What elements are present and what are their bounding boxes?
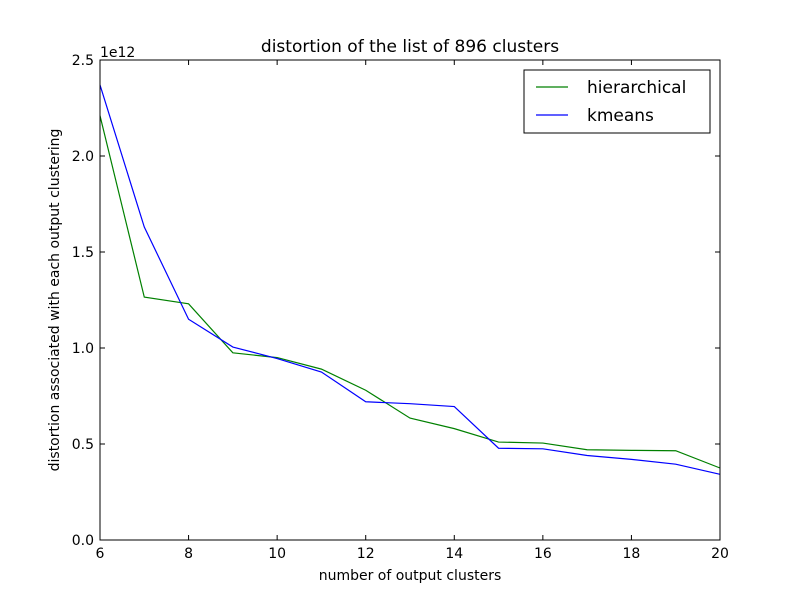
series-line-hierarchical bbox=[99, 115, 721, 469]
y-axis-label: distortion associated with each output c… bbox=[47, 129, 63, 472]
legend: hierarchical kmeans bbox=[523, 69, 711, 134]
x-tick-label: 10 bbox=[268, 546, 286, 562]
x-tick-label: 12 bbox=[357, 546, 375, 562]
y-tick-label: 1.0 bbox=[72, 341, 94, 357]
legend-label-kmeans: kmeans bbox=[587, 106, 654, 126]
x-tick-label: 20 bbox=[711, 546, 729, 562]
ticks-layer: 6 8 10 12 14 16 18 20 0.0 0.5 1.0 1.5 2.0 2.5 bbox=[72, 53, 729, 562]
x-tick-label: 6 bbox=[96, 546, 105, 562]
x-tick-label: 14 bbox=[445, 546, 463, 562]
series-layer bbox=[99, 84, 721, 475]
series-line-kmeans bbox=[99, 84, 721, 475]
y-tick-label: 2.0 bbox=[72, 149, 94, 165]
x-tick-label: 16 bbox=[534, 546, 552, 562]
y-axis-offset-text: 1e12 bbox=[100, 45, 135, 61]
y-tick-label: 1.5 bbox=[72, 245, 94, 261]
plot-frame bbox=[99, 59, 721, 541]
y-tick-label: 0.5 bbox=[72, 437, 94, 453]
x-tick-label: 8 bbox=[184, 546, 193, 562]
chart-title: distortion of the list of 896 clusters bbox=[261, 37, 559, 57]
x-axis-label: number of output clusters bbox=[319, 568, 502, 584]
y-tick-label: 0.0 bbox=[72, 533, 94, 549]
legend-label-hierarchical: hierarchical bbox=[587, 78, 686, 98]
legend-frame bbox=[523, 69, 711, 134]
x-tick-label: 18 bbox=[623, 546, 641, 562]
y-tick-label: 2.5 bbox=[72, 53, 94, 69]
